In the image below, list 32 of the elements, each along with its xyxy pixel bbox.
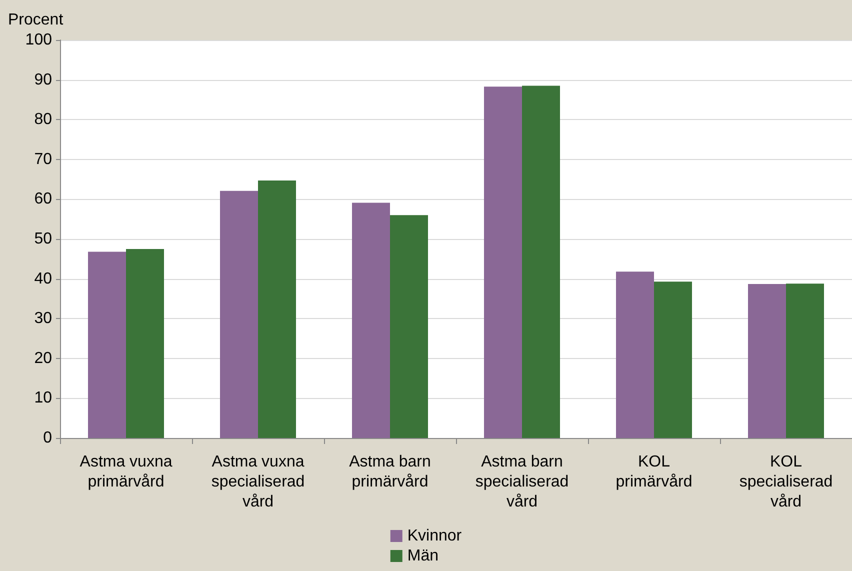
y-tick-label: 100: [25, 32, 52, 48]
legend-label: Män: [407, 548, 438, 564]
y-tick-label: 40: [34, 270, 52, 288]
bar: [786, 284, 824, 438]
y-tick-label: 80: [34, 111, 52, 128]
y-tick-label: 10: [34, 390, 52, 407]
legend-label: Kvinnor: [407, 528, 462, 544]
x-tick-label: KOL primärvård: [616, 454, 692, 490]
y-tick-label: 70: [34, 150, 52, 168]
y-tick-label: 50: [34, 230, 52, 248]
x-tick-label: Astma barn primärvård: [349, 454, 431, 490]
y-tick-label: 30: [34, 310, 52, 328]
bar: [390, 215, 428, 438]
bar: [88, 252, 126, 438]
x-tick-label: Astma barn specialiserad vård: [475, 454, 569, 510]
bar: [522, 86, 560, 438]
x-tick-label: KOL specialiserad vård: [739, 454, 833, 510]
bar: [484, 86, 522, 438]
bar: [654, 282, 692, 438]
bar: [126, 248, 164, 438]
bar: [220, 190, 258, 438]
y-tick-label: 0: [43, 430, 52, 446]
bar: [258, 180, 296, 438]
y-axis-title: Procent: [8, 12, 64, 28]
bar: [616, 272, 654, 438]
y-tick-label: 90: [34, 71, 52, 88]
bar: [748, 284, 786, 438]
x-tick-label: Astma vuxna specialiserad vård: [211, 454, 305, 510]
y-tick-label: 20: [34, 350, 52, 367]
x-tick-label: Astma vuxna primärvård: [80, 454, 172, 490]
bar: [352, 202, 390, 438]
y-tick-label: 60: [34, 190, 52, 208]
